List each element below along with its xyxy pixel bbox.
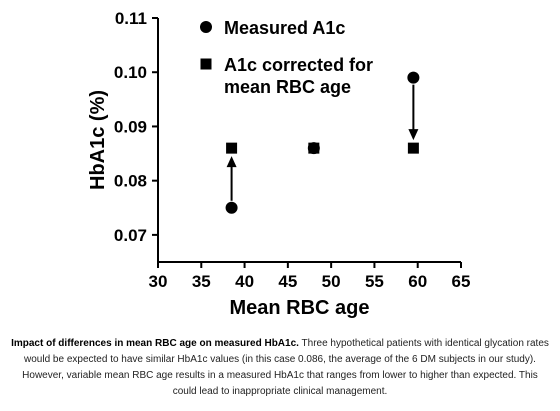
x-tick-label: 35 xyxy=(192,272,211,291)
y-tick-label: 0.09 xyxy=(114,117,147,136)
y-axis-title: HbA1c (%) xyxy=(87,90,109,190)
y-tick-label: 0.07 xyxy=(114,226,147,245)
y-tick-label: 0.11 xyxy=(115,9,147,28)
x-tick-label: 55 xyxy=(365,272,384,291)
ticks: 30 35 40 45 50 55 60 65 0.07 0.08 0.09 0.10 0.11 xyxy=(114,9,471,291)
x-tick-label: 40 xyxy=(235,272,254,291)
legend-label-line: A1c corrected for xyxy=(224,55,373,75)
axes xyxy=(157,18,461,263)
x-axis-title: Mean RBC age xyxy=(229,297,369,319)
measured-a1c-point xyxy=(225,201,238,214)
chart: 30 35 40 45 50 55 60 65 0.07 0.08 0.09 0.10 0.11 Mea… xyxy=(87,9,471,319)
data-points xyxy=(225,71,420,214)
measured-a1c-point xyxy=(407,71,420,84)
corrected-a1c-point xyxy=(308,142,320,154)
x-tick-label: 45 xyxy=(278,272,297,291)
x-tick-label: 30 xyxy=(149,272,168,291)
arrows xyxy=(226,84,419,201)
figure-caption: Impact of differences in mean RBC age on… xyxy=(10,336,550,400)
caption-text: Three hypothetical patients with identic… xyxy=(22,338,549,397)
x-tick-label: 65 xyxy=(452,272,471,291)
legend-square-marker xyxy=(200,58,212,70)
legend-label-corrected: A1c corrected for mean RBC age xyxy=(224,55,373,97)
legend-label-line: mean RBC age xyxy=(224,77,351,97)
legend-circle-marker xyxy=(200,21,212,33)
caption-bold: Impact of differences in mean RBC age on… xyxy=(11,338,299,349)
legend: Measured A1c A1c corrected for mean RBC ag… xyxy=(200,18,373,97)
arrow-head xyxy=(226,156,237,168)
y-tick-label: 0.08 xyxy=(114,172,147,191)
legend-label-measured: Measured A1c xyxy=(224,18,345,38)
y-tick-label: 0.10 xyxy=(114,63,147,82)
corrected-a1c-point xyxy=(226,142,238,154)
x-tick-label: 50 xyxy=(322,272,341,291)
corrected-a1c-point xyxy=(407,142,419,154)
x-tick-label: 60 xyxy=(408,272,427,291)
arrow-head xyxy=(408,129,419,141)
